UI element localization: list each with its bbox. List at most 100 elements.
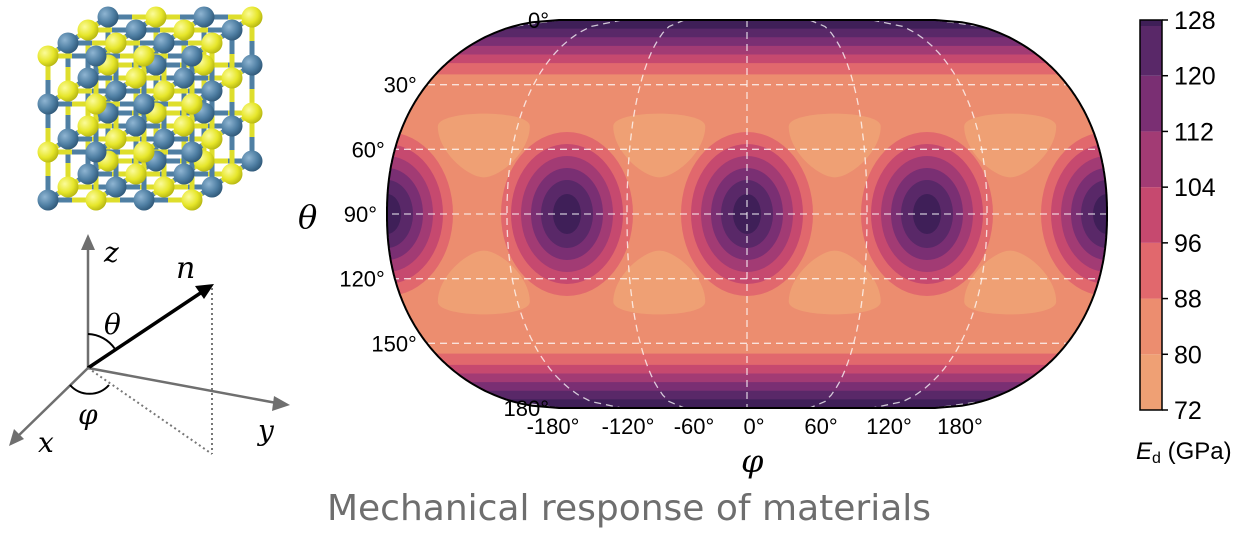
y-axis-line [87,366,283,406]
map-outline [386,19,1108,409]
lattice-atom [125,67,147,89]
modulus-minimum-contour [613,113,706,178]
lattice-atom [181,45,203,67]
lattice-atom [153,32,175,54]
colorbar-tick-label: 88 [1174,286,1202,314]
lattice-atom [241,150,263,172]
colorbar-tick-label: 96 [1174,230,1202,258]
lattice-atom [241,102,263,124]
lattice-atom [133,45,155,67]
modulus-maximum-contour [387,180,413,248]
colorbar: 128 120 112 104 96 88 80 72 Ed (GPa) [1136,7,1232,467]
lattice-atom [133,141,155,163]
lattice-atom [241,54,263,76]
phi-label: φ [78,398,98,431]
lattice-atom [221,19,243,41]
lattice-atom [37,93,59,115]
x-label: x [38,426,54,459]
lattice-atom [77,67,99,89]
theta-tick-label: 60° [352,137,385,162]
polar-band-south [387,373,1107,383]
colorbar-tick-label: 72 [1174,397,1202,425]
polar-band-north [387,20,1107,30]
theta-tick-label: 0° [528,8,549,33]
lattice-atom [37,141,59,163]
lattice-atom [125,115,147,137]
colorbar-tick-label: 120 [1174,63,1216,91]
colorbar-step [1140,20,1162,76]
x-arrowhead-icon [9,429,24,446]
lattice-atom [201,176,223,198]
lattice-atom [173,19,195,41]
polar-band-north [387,37,1107,47]
phi-tick-label: 0° [743,414,764,439]
n-vector-line [87,288,206,370]
n-label: n [176,251,195,286]
modulus-minimum-contour [437,250,530,315]
colorbar-label: Ed (GPa) [1136,438,1232,467]
lattice-atom [105,176,127,198]
colorbar-ticks: 128 120 112 104 96 88 80 72 [1162,7,1216,425]
lattice-atom [77,163,99,185]
lattice-atom [105,128,127,150]
theta-arc [87,333,116,350]
lattice-atom [181,189,203,211]
phi-tick-label: 120° [866,414,912,439]
modulus-maximum-contour [387,194,401,234]
theta-label: θ [104,308,121,341]
lattice-atom [173,115,195,137]
theta-axis-symbol: θ [298,198,317,236]
phi-tick-label: -180° [527,414,580,439]
lattice-atom [85,45,107,67]
phi-axis-symbol: φ [741,442,764,480]
phi-tick-label: -60° [674,414,715,439]
lattice-atom [133,189,155,211]
lattice-atom [125,19,147,41]
polar-band-north [387,54,1107,64]
lattice-atom [77,19,99,41]
modulus-minimum-contour [788,250,881,315]
lattice-atom [133,93,155,115]
colorbar-step [1140,131,1162,188]
lattice-atom [145,6,167,28]
lattice-atom [37,45,59,67]
lattice-atom [201,128,223,150]
colorbar-label-unit: (GPa) [1161,438,1232,465]
y-label: y [256,414,275,447]
colorbar-tick-label: 128 [1174,7,1216,35]
y-arrowhead-icon [272,396,290,411]
figure-caption: Mechanical response of materials [326,488,932,529]
lattice-atom [221,163,243,185]
lattice-atom [173,67,195,89]
phi-tick-label: 60° [804,414,837,439]
lattice-atom [193,6,215,28]
polar-band-south [387,364,1107,374]
modulus-minimum-contour [437,113,530,178]
theta-tick-label: 120° [339,267,385,292]
lattice-atom [105,80,127,102]
theta-tick-labels: 0° 30° 60° 90° 120° 150° 180° [339,8,549,421]
theta-tick-label: 150° [371,331,417,356]
phi-tick-label: -120° [602,414,655,439]
modulus-minimum-contour [788,113,881,178]
n-projection-horizontal [87,367,213,455]
colorbar-step [1140,75,1162,132]
map-gridlines [387,20,1107,408]
lattice-atom [201,32,223,54]
modulus-maximum-contour [1093,194,1107,234]
phi-arc [69,384,110,395]
theta-tick-label: 30° [384,73,417,98]
elastic-modulus-map: 0° 30° 60° 90° 120° 150° 180° -180° -120° -60° 0°… [298,8,1108,480]
lattice-atom [97,6,119,28]
theta-tick-label: 180° [503,396,549,421]
modulus-minimum-contour [613,250,706,315]
lattice-atom [221,67,243,89]
polar-band-north [387,45,1107,55]
colorbar-label-main: E [1136,438,1153,465]
lattice-atom [77,115,99,137]
meridian-gridline [872,20,988,408]
polar-band-north [387,63,1107,75]
z-label: z [103,236,119,269]
